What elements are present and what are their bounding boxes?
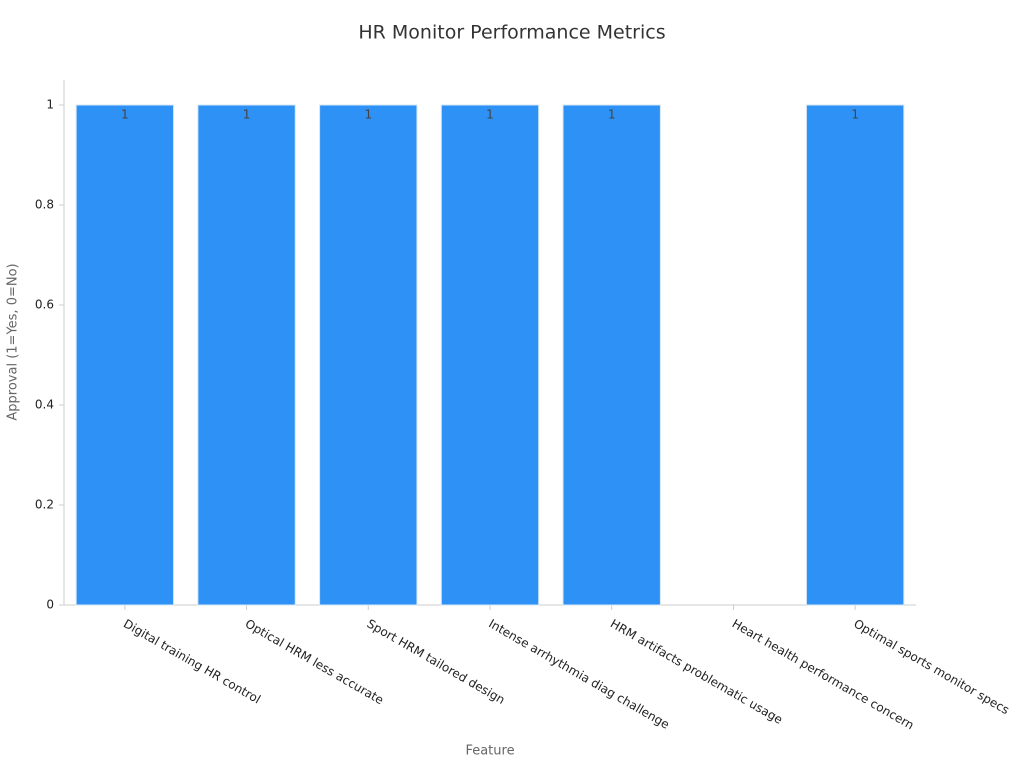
value-label: 1 — [364, 108, 372, 122]
x-tick-label: Sport HRM tailored design — [364, 617, 507, 708]
value-label: 1 — [243, 108, 251, 122]
x-axis-title: Feature — [465, 744, 514, 759]
y-axis-title: Approval (1=Yes, 0=No) — [6, 263, 21, 420]
value-label: 1 — [608, 108, 616, 122]
value-label: 1 — [121, 108, 129, 122]
x-tick-label: Optical HRM less accurate — [243, 617, 386, 708]
bar — [197, 104, 296, 606]
chart-title: HR Monitor Performance Metrics — [358, 22, 665, 44]
bar — [319, 104, 418, 606]
y-tick-label: 0.4 — [35, 398, 54, 412]
x-tick-label: Digital training HR control — [121, 617, 263, 707]
y-tick-label: 0.6 — [35, 298, 54, 312]
y-tick-label: 0.2 — [35, 498, 54, 512]
value-label: 1 — [851, 108, 859, 122]
bar — [562, 104, 661, 606]
y-tick-label: 0 — [46, 598, 54, 612]
value-label: 1 — [486, 108, 494, 122]
bar — [805, 104, 905, 606]
bar — [75, 104, 175, 606]
bar — [440, 104, 540, 606]
y-tick-label: 0.8 — [35, 198, 54, 212]
y-tick-label: 1 — [46, 98, 54, 112]
